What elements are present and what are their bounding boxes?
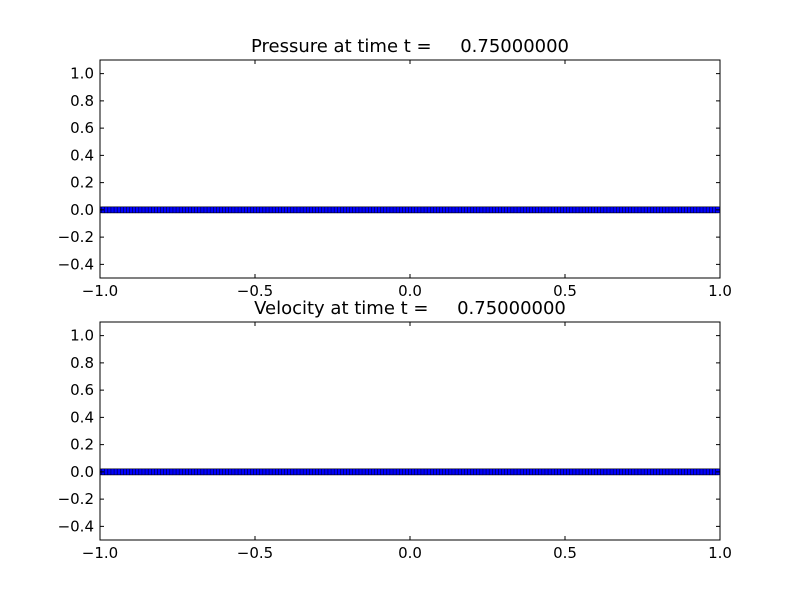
markers <box>100 468 720 476</box>
chart-title: Pressure at time t = 0.75000000 <box>251 36 569 57</box>
y-tick-label: 1.0 <box>70 65 94 83</box>
y-tick-label: 0.8 <box>70 354 94 372</box>
markers <box>100 206 720 214</box>
x-tick-label: 0.0 <box>398 282 422 300</box>
x-tick-label: −1.0 <box>82 282 118 300</box>
y-tick-label: 0.4 <box>70 146 94 164</box>
x-tick-label: 1.0 <box>708 282 732 300</box>
x-tick-label: −1.0 <box>82 544 118 562</box>
y-tick-label: 0.4 <box>70 408 94 426</box>
y-tick-label: 1.0 <box>70 327 94 345</box>
subplot-1: −1.0 −0.5 0.0 0.5 1.0 −0.4 −0.2 0.0 0.2 0.4 0.6 0.8… <box>58 298 732 562</box>
axes-frame <box>99 321 721 541</box>
y-tick-label: 0.2 <box>70 174 94 192</box>
y-tick-label: 0.6 <box>70 119 94 137</box>
axes-frame <box>99 59 721 279</box>
x-tick-label: 1.0 <box>708 544 732 562</box>
x-tick-label: 0.0 <box>398 544 422 562</box>
y-tick-label: 0.6 <box>70 381 94 399</box>
y-tick-label: −0.2 <box>58 228 94 246</box>
x-tick-label: −0.5 <box>237 544 273 562</box>
subplot-0: −1.0 −0.5 0.0 0.5 1.0 −0.4 −0.2 0.0 0.2 0.4 0.6 0.8… <box>58 36 732 300</box>
y-tick-label: 0.2 <box>70 436 94 454</box>
x-tick-label: −0.5 <box>237 282 273 300</box>
chart-title: Velocity at time t = 0.75000000 <box>254 298 566 319</box>
x-tick-label: 0.5 <box>553 282 577 300</box>
y-tick-label: −0.2 <box>58 490 94 508</box>
y-tick-label: 0.8 <box>70 92 94 110</box>
y-tick-label: −0.4 <box>58 517 94 535</box>
y-tick-label: 0.0 <box>70 463 94 481</box>
y-tick-label: 0.0 <box>70 201 94 219</box>
y-tick-label: −0.4 <box>58 255 94 273</box>
x-tick-label: 0.5 <box>553 544 577 562</box>
